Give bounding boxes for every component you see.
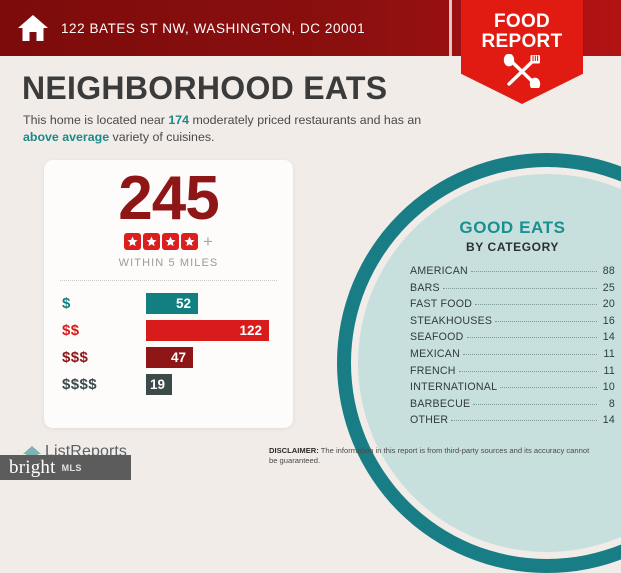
category-name: SEAFOOD <box>410 331 464 344</box>
header-divider <box>449 0 452 56</box>
dot-leader <box>466 337 597 339</box>
card-divider <box>60 280 277 281</box>
bar-category-label: $$ <box>62 322 80 339</box>
good-eats-panel: GOOD EATS BY CATEGORY AMERICAN 88 BARS 25 FA… <box>410 218 615 431</box>
category-count: 14 <box>602 331 615 344</box>
bar-category-label: $ <box>62 295 71 312</box>
bar-row: $$ 122 <box>62 317 293 344</box>
list-item: OTHER 14 <box>410 414 615 431</box>
list-item: FRENCH 11 <box>410 365 615 382</box>
bar-value: 52 <box>146 293 198 314</box>
dot-leader <box>458 370 597 372</box>
list-item: BARS 25 <box>410 282 615 299</box>
dot-leader <box>451 420 597 422</box>
category-name: MEXICAN <box>410 347 461 360</box>
bright-mls-name: bright <box>9 456 56 478</box>
badge-line-1: FOOD <box>493 11 551 32</box>
subtitle-part-3: variety of cuisines. <box>109 129 215 144</box>
category-count: 14 <box>602 414 615 427</box>
bar-category-label: $$$$ <box>62 376 97 393</box>
badge-title: FOOD REPORT <box>461 12 583 52</box>
bar-row: $$$$ 19 <box>62 371 293 398</box>
bright-mls-watermark: bright MLS <box>0 455 131 480</box>
dot-leader <box>442 287 597 289</box>
bar-value: 122 <box>146 320 269 341</box>
category-name: FRENCH <box>410 364 456 377</box>
list-item: STEAKHOUSES 16 <box>410 315 615 332</box>
list-item: AMERICAN 88 <box>410 265 615 282</box>
category-count: 16 <box>602 314 615 327</box>
bar-category-label: $$$ <box>62 349 89 366</box>
dot-leader <box>475 304 597 306</box>
rating-stars: + <box>44 233 293 250</box>
star-icon <box>146 236 157 247</box>
category-count: 8 <box>608 397 615 410</box>
bright-mls-suffix: MLS <box>61 462 82 473</box>
subtitle-part-1: This home is located near <box>23 113 169 127</box>
star-icon <box>165 236 176 247</box>
category-count: 10 <box>602 381 615 394</box>
bar-row: $$$ 47 <box>62 344 293 371</box>
bar-row: $52 <box>62 290 293 317</box>
bar-value: 47 <box>146 347 193 368</box>
category-name: OTHER <box>410 414 449 427</box>
category-name: INTERNATIONAL <box>410 381 498 394</box>
category-name: AMERICAN <box>410 265 468 277</box>
property-address: 122 BATES ST NW, WASHINGTON, DC 20001 <box>61 20 366 36</box>
category-name: BARBECUE <box>410 397 471 410</box>
list-item: FAST FOOD 20 <box>410 298 615 315</box>
category-count: 20 <box>602 298 615 311</box>
page-title: NEIGHBORHOOD EATS <box>22 70 388 106</box>
restaurant-count: 174 <box>168 113 190 127</box>
good-eats-list: AMERICAN 88 BARS 25 FAST FOOD 20 STEAKHOUSES 16… <box>410 265 615 431</box>
category-count: 25 <box>602 281 615 294</box>
subtitle-part-2: moderately priced restaurants and has an <box>189 113 422 127</box>
good-eats-title: GOOD EATS <box>459 218 566 237</box>
total-restaurants: 245 <box>118 164 219 233</box>
category-count: 88 <box>602 265 615 277</box>
radius-label: WITHIN 5 MILES <box>118 257 219 269</box>
star-filled <box>124 233 142 250</box>
category-name: BARS <box>410 281 440 294</box>
star-filled <box>162 233 180 250</box>
dot-leader <box>473 403 597 405</box>
list-item: BARBECUE 8 <box>410 398 615 415</box>
food-report-badge: FOOD REPORT <box>461 0 583 104</box>
star-icon <box>184 236 195 247</box>
star-filled <box>143 233 161 250</box>
spoon-fork-icon <box>503 54 541 88</box>
disclaimer-label: DISCLAIMER: <box>269 446 319 455</box>
star-icon <box>127 236 138 247</box>
category-name: STEAKHOUSES <box>410 314 493 327</box>
list-item: INTERNATIONAL 10 <box>410 381 615 398</box>
star-filled <box>181 233 199 250</box>
dot-leader <box>470 271 597 272</box>
restaurant-summary-card: 245 + WITHIN 5 MILES $52 $$ 122 $$$ 47 $$$$ 19 <box>44 160 293 428</box>
category-count: 11 <box>603 347 615 360</box>
subtitle-emphasis: above average <box>23 129 110 144</box>
list-item: MEXICAN 11 <box>410 348 615 365</box>
star-plus: + <box>203 232 213 251</box>
bar-value: 19 <box>146 374 172 395</box>
category-name: FAST FOOD <box>410 298 473 311</box>
dot-leader <box>500 387 597 389</box>
subtitle-text: This home is located near 174 moderately… <box>23 112 443 145</box>
price-tier-bar-chart: $52 $$ 122 $$$ 47 $$$$ 19 <box>44 290 293 398</box>
good-eats-subtitle: BY CATEGORY <box>465 240 560 254</box>
disclaimer: DISCLAIMER: The information in this repo… <box>269 446 594 467</box>
disclaimer-text: The information in this report is from t… <box>269 446 590 466</box>
badge-line-2: REPORT <box>481 31 563 52</box>
home-icon <box>18 15 48 41</box>
dot-leader <box>463 353 597 355</box>
category-count: 11 <box>603 364 615 377</box>
dot-leader <box>495 320 597 322</box>
list-item: SEAFOOD 14 <box>410 331 615 348</box>
